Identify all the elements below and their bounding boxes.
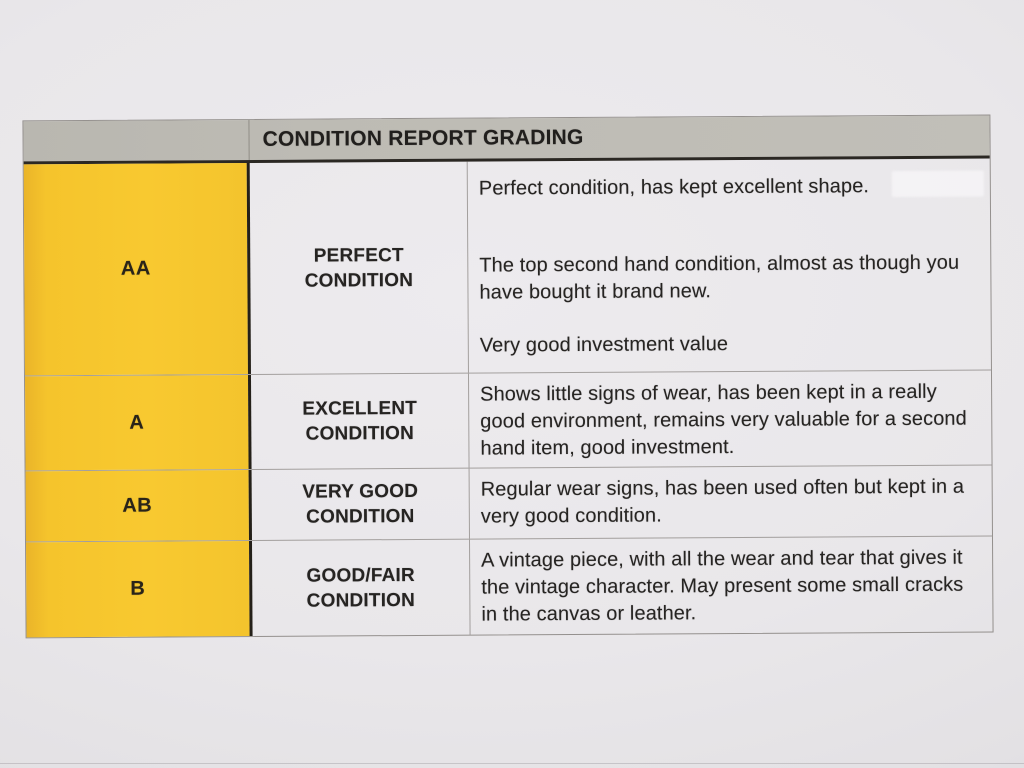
description-cell: Regular wear signs, has been used often … [470,465,992,538]
table-row-aa: AA PERFECT CONDITION Perfect condition, … [23,158,991,377]
whiteout-patch [891,170,984,198]
description-paragraph: Shows little signs of wear, has been kep… [480,380,967,460]
description-paragraph: A vintage piece, with all the wear and t… [481,546,964,626]
description-cell: Perfect condition, has kept excellent sh… [468,158,991,372]
description-paragraph: Regular wear signs, has been used often … [480,475,965,528]
description-cell: A vintage piece, with all the wear and t… [470,536,993,634]
grade-cell: B [26,540,253,638]
condition-name-cell: PERFECT CONDITION [249,161,469,374]
description-paragraph: The top second hand condition, almost as… [479,251,960,304]
description-paragraph: Very good investment value [479,333,729,357]
grade-cell: AB [25,469,252,542]
condition-name-cell: EXCELLENT CONDITION [250,373,470,469]
table-header-row: CONDITION REPORT GRADING [23,115,990,165]
table-title: CONDITION REPORT GRADING [262,125,584,151]
table-row-a: A EXCELLENT CONDITION Shows little signs… [24,370,992,472]
grade-cell: AA [23,162,251,376]
condition-grading-table: CONDITION REPORT GRADING AA PERFECT COND… [22,114,994,639]
description-cell: Shows little signs of wear, has been kep… [469,370,992,467]
table-row-b: B GOOD/FAIR CONDITION A vintage piece, w… [26,536,993,638]
table-row-ab: AB VERY GOOD CONDITION Regular wear sign… [25,465,992,543]
condition-name-cell: GOOD/FAIR CONDITION [251,539,471,636]
header-blank-cell [23,119,250,162]
grade-cell: A [24,374,252,471]
condition-name-cell: VERY GOOD CONDITION [251,468,470,540]
